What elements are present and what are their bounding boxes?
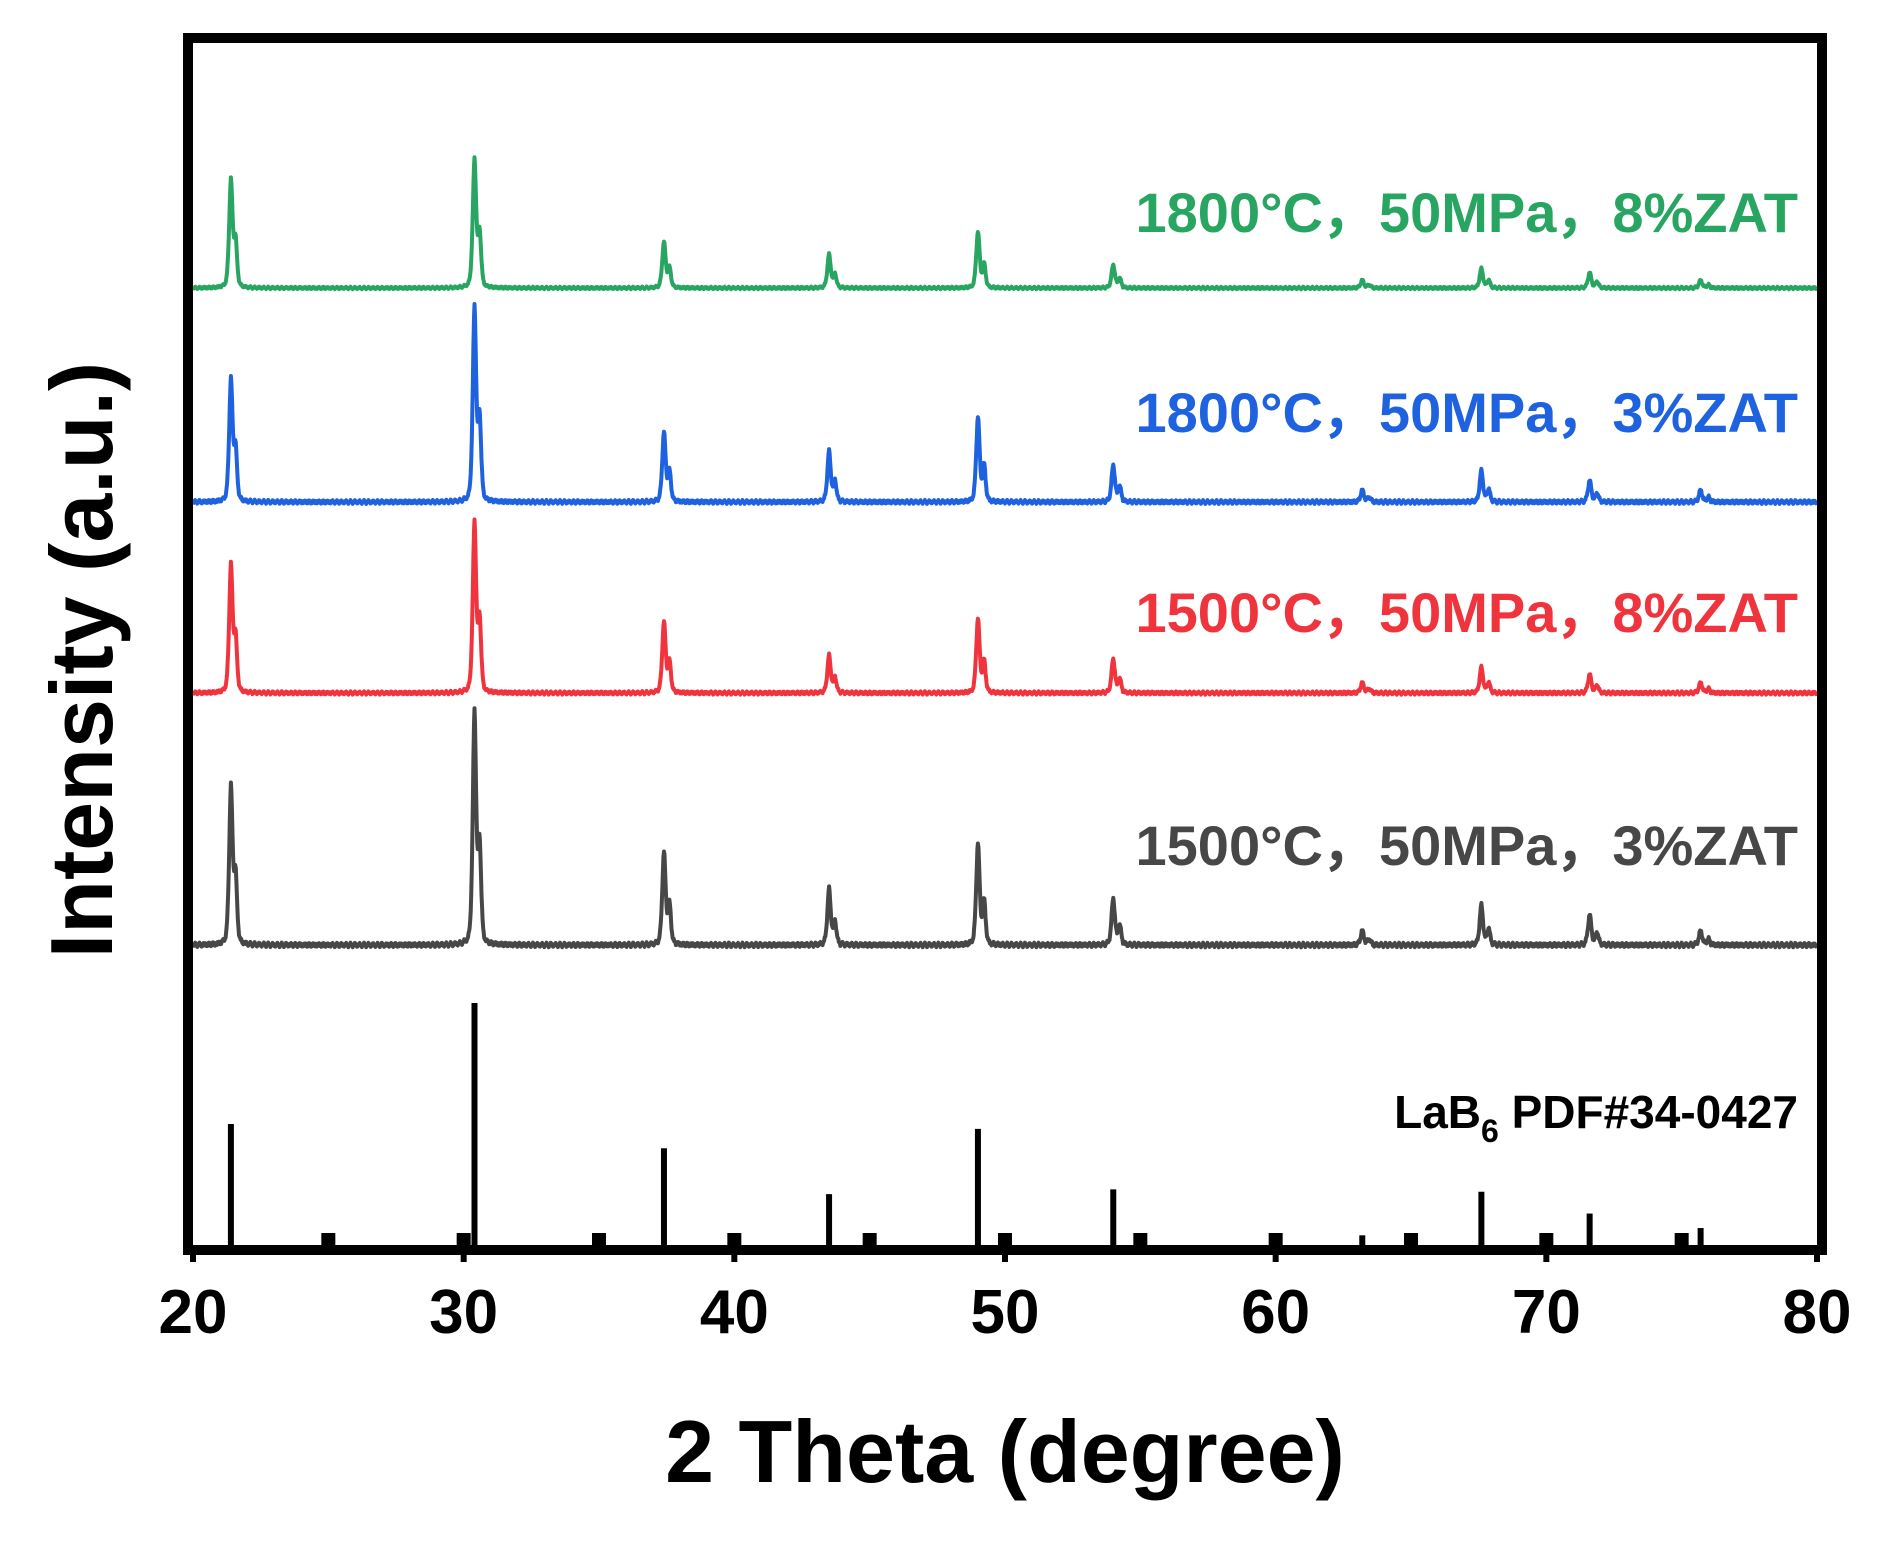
series-line — [191, 517, 1819, 697]
reference-minor-mark — [321, 1233, 336, 1245]
x-axis-title: 2 Theta (degree) — [665, 1402, 1345, 1501]
series-labels: 1500°C，50MPa，3%ZAT 1500°C，50MPa，8%ZAT 1800… — [1136, 181, 1798, 877]
series-line — [191, 302, 1819, 506]
series-label: 1800°C，50MPa，3%ZAT — [1136, 381, 1798, 444]
reference-minor-mark — [1133, 1233, 1148, 1245]
reference-pattern — [227, 1003, 1704, 1245]
x-axis-tick-labels: 20 30 40 50 60 70 80 — [159, 1278, 1852, 1347]
series-label: 1500°C，50MPa，3%ZAT — [1136, 814, 1798, 877]
reference-minor-mark — [1404, 1233, 1418, 1245]
series-line — [191, 706, 1819, 950]
reference-label-sub: 6 — [1481, 1113, 1499, 1149]
reference-minor-mark — [456, 1233, 471, 1245]
reference-label-rest: PDF#34-0427 — [1499, 1086, 1798, 1138]
x-tick-label: 50 — [971, 1278, 1040, 1347]
reference-minor-mark — [998, 1233, 1012, 1245]
x-tick-label: 70 — [1512, 1278, 1581, 1347]
reference-minor-mark — [592, 1233, 606, 1245]
reference-label-main: LaB — [1394, 1086, 1481, 1138]
reference-minor-mark — [862, 1233, 877, 1245]
series-pattern — [191, 155, 1819, 292]
reference-minor-mark — [1674, 1233, 1689, 1245]
x-tick-label: 30 — [429, 1278, 498, 1347]
x-tick-label: 60 — [1241, 1278, 1310, 1347]
plot-content — [191, 155, 1819, 1245]
y-axis-title: Intensity (a.u.) — [32, 362, 131, 959]
series-pattern — [191, 517, 1819, 697]
series-label: 1800°C，50MPa，8%ZAT — [1136, 181, 1798, 244]
reference-minor-mark — [1268, 1233, 1283, 1245]
series-label: 1500°C，50MPa，8%ZAT — [1136, 581, 1798, 644]
series-line — [191, 155, 1819, 292]
x-tick-label: 20 — [159, 1278, 228, 1347]
series-pattern — [191, 706, 1819, 950]
x-tick-label: 40 — [700, 1278, 769, 1347]
series-pattern — [191, 302, 1819, 506]
x-tick-label: 80 — [1783, 1278, 1852, 1347]
reference-minor-mark — [727, 1233, 742, 1245]
x-axis-ticks — [190, 1250, 1820, 1262]
reference-minor-mark — [1539, 1233, 1554, 1245]
reference-label: LaB6 PDF#34-0427 — [1394, 1086, 1798, 1149]
